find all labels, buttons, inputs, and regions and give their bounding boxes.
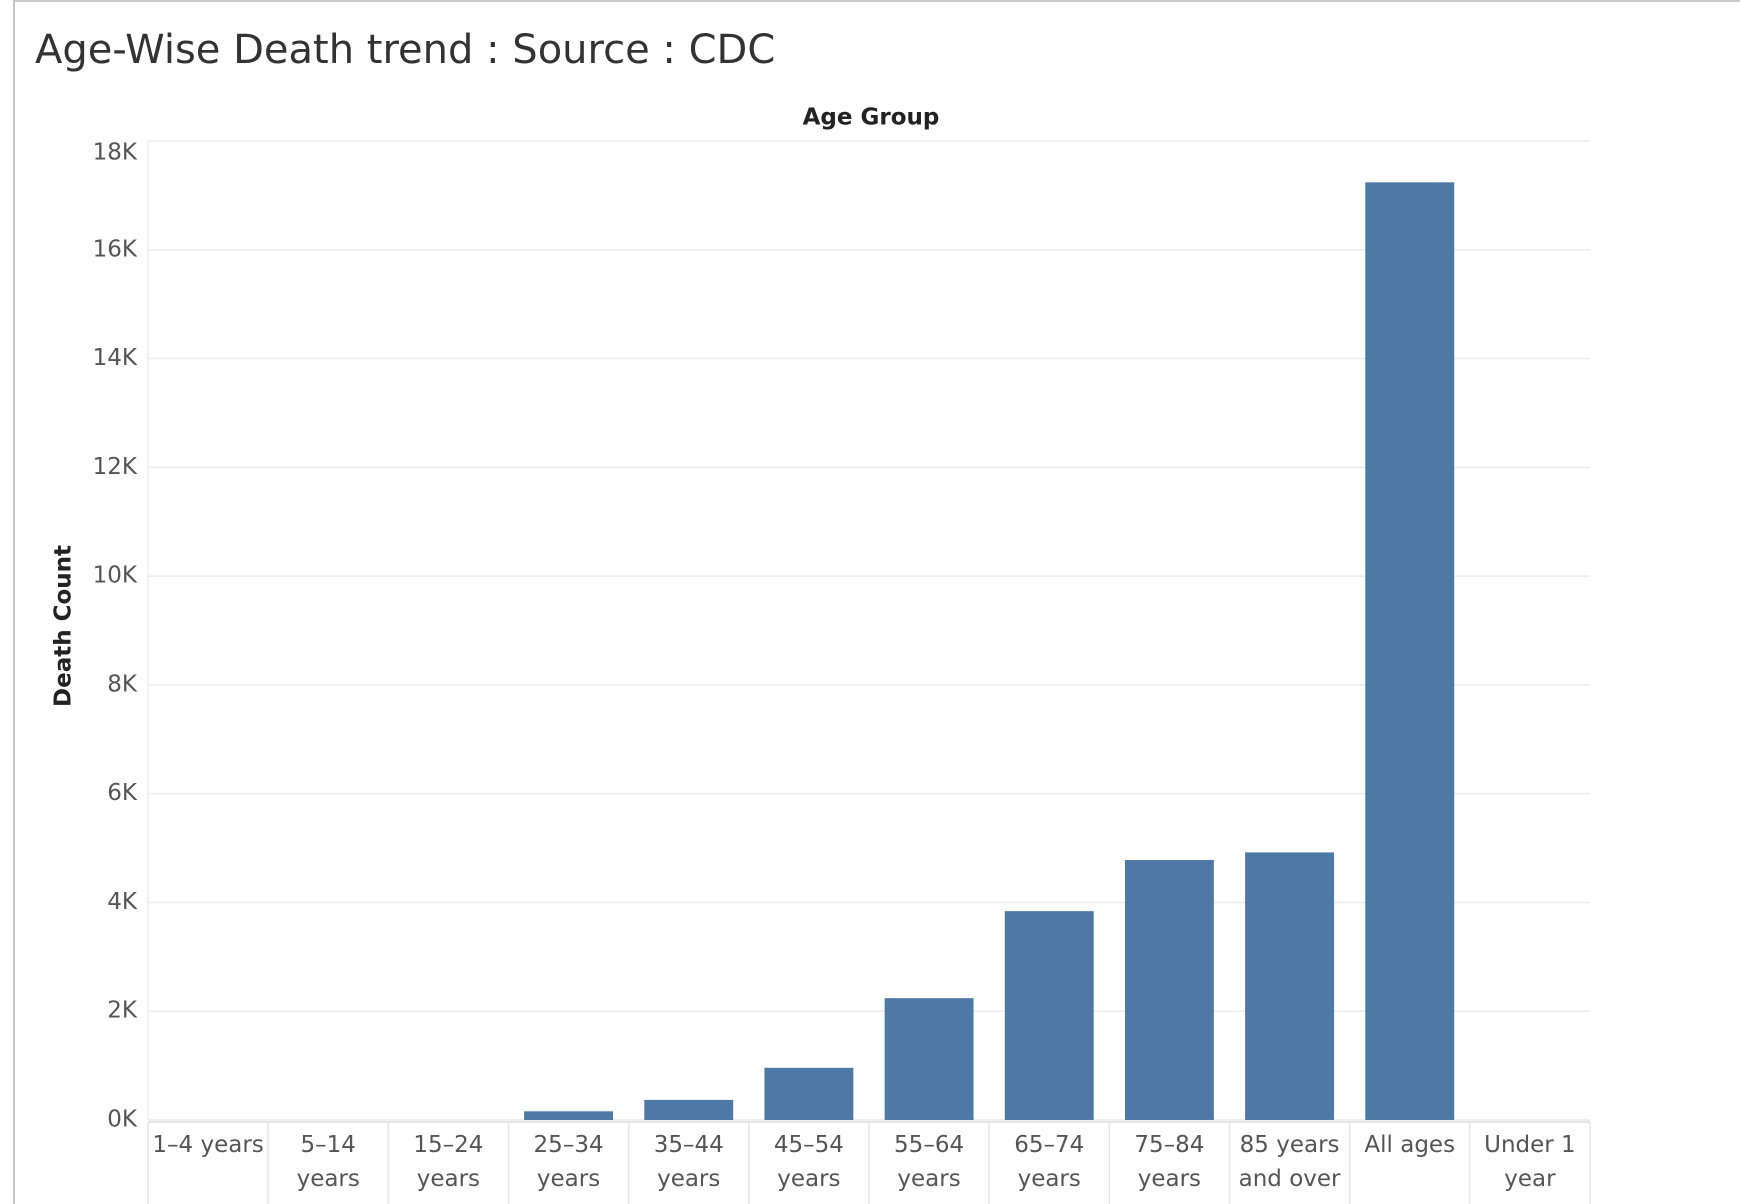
x-tick-label: 5–14 years [296,1132,360,1192]
bar [1365,182,1455,1120]
bar [1124,860,1214,1120]
y-tick-label: 18K [93,140,138,166]
bar [1004,911,1094,1120]
x-tick-label: All ages [1364,1132,1456,1158]
y-tick-label: 14K [93,345,138,371]
x-tick-label: 25–34 years [533,1132,604,1192]
bar [764,1067,854,1120]
y-tick-label: 16K [93,236,138,262]
x-tick-label: 15–24 years [413,1132,484,1192]
x-tick-label: 55–64 years [894,1132,965,1192]
y-tick-label: 8K [107,671,138,697]
x-tick-label: 65–74 years [1014,1132,1085,1192]
bar [884,998,974,1120]
x-tick-label: Under 1 year [1484,1132,1576,1192]
y-axis-title: Death Count [51,545,77,707]
y-tick-label: 12K [93,454,138,480]
x-tick-label: 1–4 years [152,1132,264,1158]
y-tick-label: 0K [107,1107,138,1133]
y-tick-label: 2K [107,998,138,1024]
bar [1245,852,1335,1120]
x-tick-label: 75–84 years [1134,1132,1205,1192]
bar [524,1111,614,1120]
y-tick-label: 6K [107,780,138,806]
chart-title: Age-Wise Death trend : Source : CDC [35,27,775,73]
y-tick-label: 4K [107,889,138,915]
bar [644,1099,734,1120]
x-tick-label: 45–54 years [773,1132,844,1192]
x-tick-label: 35–44 years [653,1132,724,1192]
x-tick-label: 85 years and over [1238,1132,1341,1192]
y-tick-label: 10K [93,563,138,589]
x-axis-title: Age Group [803,105,940,131]
